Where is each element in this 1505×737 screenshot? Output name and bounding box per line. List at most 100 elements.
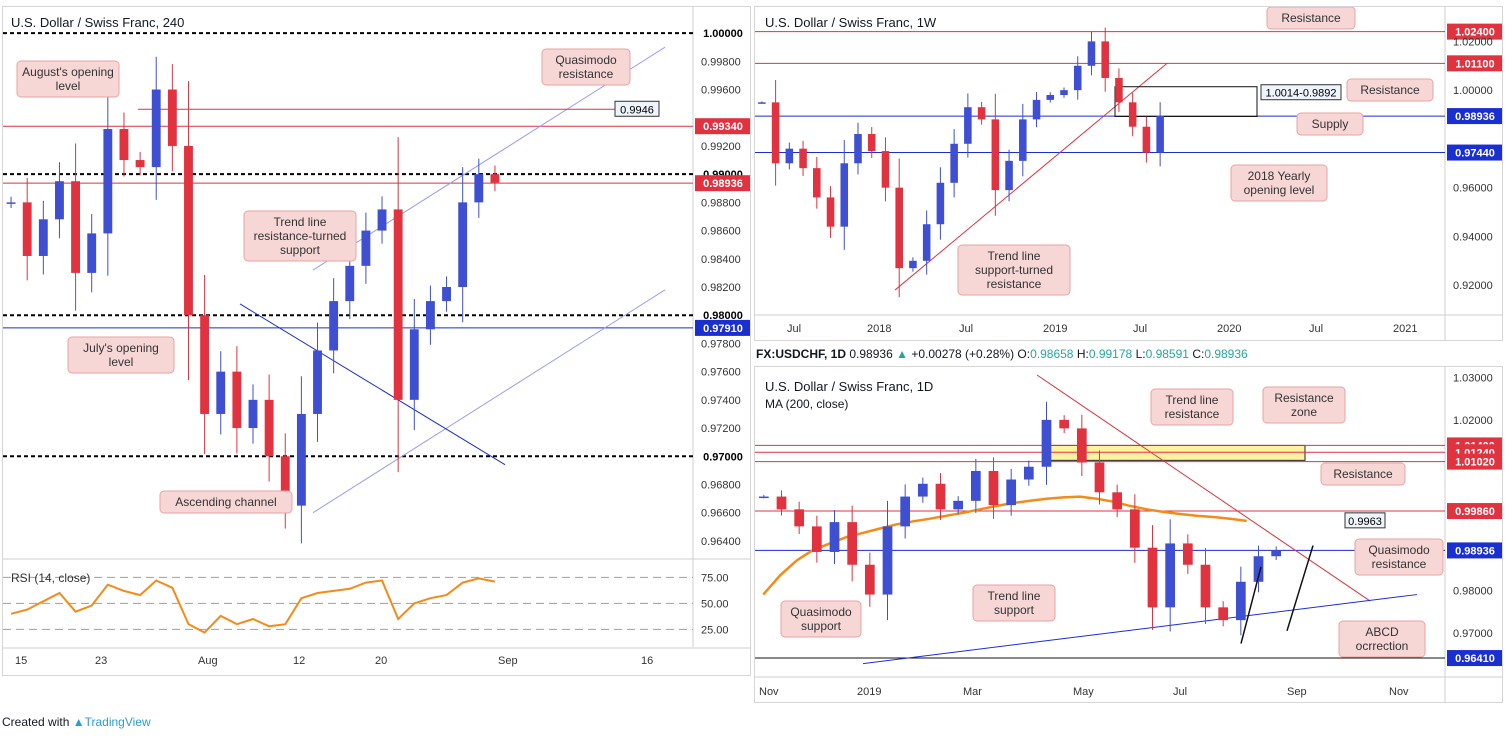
- price-candle: [1142, 126, 1151, 153]
- price-candle: [1087, 41, 1096, 66]
- price-candle: [216, 371, 226, 414]
- price-candle: [1060, 90, 1068, 96]
- augusts-opening-note-box: [16, 60, 120, 98]
- price-candle: [1115, 77, 1123, 103]
- price-candle: [1094, 462, 1105, 493]
- trend-line-note-box: [243, 210, 357, 262]
- price-candle: [799, 148, 807, 169]
- yearly-opening-note-line: opening level: [1244, 183, 1315, 197]
- price-tag: 0.98936: [703, 178, 743, 190]
- price-tag: 0.98936: [1455, 111, 1495, 123]
- price-candle: [55, 181, 64, 220]
- x-axis-label: Jul: [787, 323, 801, 335]
- chart-1d-title: U.S. Dollar / Swiss Franc, 1D: [765, 379, 934, 394]
- rsi-line: [10, 577, 496, 634]
- price-candle: [895, 187, 903, 269]
- resistance-mid-note-box: [1346, 78, 1434, 102]
- price-candle: [785, 148, 794, 164]
- price-candle: [22, 202, 32, 256]
- price-candle: [1019, 119, 1027, 161]
- scale-label: 0.96600: [701, 508, 741, 520]
- price-tag: 0.96410: [1455, 653, 1495, 665]
- price-candle: [847, 522, 858, 565]
- tradingview-logo-icon: ▲: [72, 715, 85, 729]
- quasimodo-resistance-note-line: resistance: [559, 67, 614, 81]
- rsi-level-label: 75.00: [701, 572, 729, 584]
- quasimodo-resistance-note-box: [1354, 538, 1444, 576]
- callout-value: 0.9963: [1348, 516, 1382, 528]
- price-candle: [922, 224, 931, 261]
- quasimodo-support-note-line: Quasimodo: [790, 605, 852, 619]
- ohlc-price: 0.98936: [849, 347, 893, 361]
- price-candle: [442, 287, 451, 302]
- quasimodo-support-note-line: support: [801, 619, 842, 633]
- x-axis-label: 2018: [867, 323, 891, 335]
- price-candle: [840, 163, 849, 227]
- scale-label: 0.92000: [1453, 280, 1493, 292]
- price-candle: [474, 174, 484, 203]
- x-axis-label: 15: [15, 655, 27, 667]
- scale-label: 0.98400: [701, 254, 741, 266]
- price-candle: [950, 143, 958, 183]
- trend-line-resistance-note-line: resistance: [1165, 407, 1220, 421]
- trend-line-note-line: support: [280, 243, 321, 257]
- x-axis-label: Mar: [963, 686, 982, 698]
- price-candle: [329, 301, 339, 351]
- quasimodo-resistance-note-line: resistance: [1372, 557, 1427, 571]
- chart-1w-panel[interactable]: 1.02400 1.01100 0.98936 0.97440 1.02000 1.000…: [754, 6, 1503, 341]
- chart-4h-panel[interactable]: 1.00000 0.99340 0.99000 0.98936 0.98000 0.979…: [2, 6, 751, 676]
- chart-1d-canvas[interactable]: 1.014001.012401.010200.998600.989360.964…: [755, 367, 1503, 703]
- x-axis-label: 16: [641, 655, 653, 667]
- yearly-opening-note-line: 2018 Yearly: [1248, 169, 1311, 183]
- price-candle: [1023, 466, 1034, 480]
- price-candle: [977, 107, 986, 120]
- abcd-correction-note-box: [1338, 620, 1426, 658]
- price-candle: [909, 260, 917, 269]
- price-candle: [1271, 550, 1282, 557]
- price-candle: [38, 219, 48, 256]
- resistance-top-note-line: Resistance: [1281, 11, 1341, 25]
- ohlc-close-label: C:: [1192, 347, 1205, 361]
- price-tag-bg: [695, 448, 750, 465]
- price-candle: [393, 209, 403, 400]
- quasimodo-resistance-note-box: [541, 48, 631, 86]
- price-candle: [917, 483, 928, 497]
- price-candle: [1046, 95, 1055, 100]
- ohlc-low-label: L:: [1135, 347, 1146, 361]
- augusts-opening-note-line: level: [56, 79, 81, 93]
- resistance-note-line: Resistance: [1333, 467, 1393, 481]
- scale-label: 0.99800: [701, 56, 741, 68]
- chart-1d-panel[interactable]: 1.014001.012401.010200.998600.989360.964…: [754, 366, 1503, 703]
- price-candle: [970, 471, 981, 501]
- x-axis-label: Jul: [1133, 323, 1147, 335]
- julys-opening-note-line: level: [109, 355, 134, 369]
- quasimodo-resistance-note-line: Quasimodo: [1368, 543, 1430, 557]
- ascending-channel-note-box: [159, 490, 293, 514]
- price-candle: [882, 526, 893, 595]
- scale-label: 0.98800: [701, 197, 741, 209]
- scale-label: 0.97200: [701, 423, 741, 435]
- footer-brand[interactable]: TradingView: [84, 715, 151, 729]
- julys-opening-note-line: July's opening: [83, 341, 159, 355]
- price-candle: [936, 182, 945, 225]
- ohlc-high-label: H:: [1076, 347, 1089, 361]
- price-candle: [103, 129, 113, 234]
- price-tag-bg: [695, 25, 750, 42]
- callout-box: [614, 100, 660, 117]
- chart-1w-canvas[interactable]: 1.02400 1.01100 0.98936 0.97440 1.02000 1.000…: [755, 7, 1503, 341]
- price-candle: [1128, 102, 1137, 127]
- chart-4h-canvas[interactable]: 1.000000.993400.990000.989360.980000.979…: [3, 7, 751, 676]
- rsi-level-label: 50.00: [701, 598, 729, 610]
- abcd-arrow-2: [1286, 545, 1314, 632]
- resistance-mid-note-line: Resistance: [1360, 83, 1420, 97]
- price-tag-bg: [1447, 55, 1502, 72]
- price-candle: [409, 329, 419, 400]
- price-candle: [151, 89, 161, 168]
- scale-label: 1.03000: [1453, 372, 1493, 384]
- price-candle: [854, 134, 862, 164]
- trend-line-note-line: resistance: [987, 277, 1042, 291]
- price-candle: [1005, 160, 1013, 191]
- price-candle: [964, 107, 972, 144]
- ohlc-symbol: FX:USDCHF, 1D: [756, 347, 847, 361]
- trend-line-note-box: [957, 244, 1071, 296]
